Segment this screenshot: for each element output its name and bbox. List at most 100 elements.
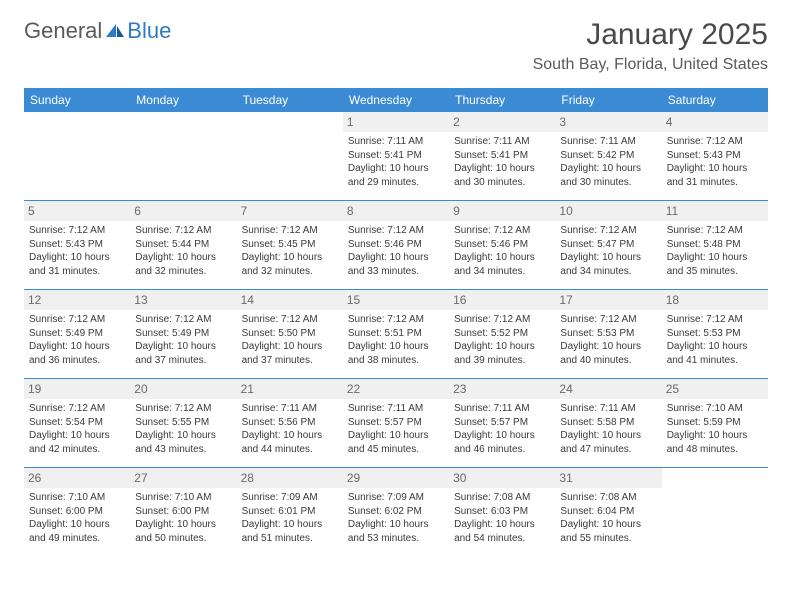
- day-info-line: Sunrise: 7:12 AM: [135, 402, 231, 416]
- day-info-line: and 43 minutes.: [135, 443, 231, 457]
- day-info-line: and 36 minutes.: [29, 354, 125, 368]
- day-info-line: Sunrise: 7:11 AM: [560, 402, 656, 416]
- day-info-line: Daylight: 10 hours: [242, 429, 338, 443]
- weekday-header-row: Sunday Monday Tuesday Wednesday Thursday…: [24, 88, 768, 112]
- day-info-line: Sunrise: 7:11 AM: [348, 135, 444, 149]
- day-info-line: Sunrise: 7:10 AM: [29, 491, 125, 505]
- day-number: 25: [662, 379, 768, 399]
- day-info-line: and 46 minutes.: [454, 443, 550, 457]
- day-info-line: and 30 minutes.: [560, 176, 656, 190]
- day-info-line: Daylight: 10 hours: [242, 251, 338, 265]
- day-cell: 18Sunrise: 7:12 AMSunset: 5:53 PMDayligh…: [662, 290, 768, 378]
- day-cell: 26Sunrise: 7:10 AMSunset: 6:00 PMDayligh…: [24, 468, 130, 556]
- day-info-line: and 38 minutes.: [348, 354, 444, 368]
- day-info-line: Daylight: 10 hours: [242, 518, 338, 532]
- day-number: 14: [237, 290, 343, 310]
- day-cell: 2Sunrise: 7:11 AMSunset: 5:41 PMDaylight…: [449, 112, 555, 200]
- day-number: 21: [237, 379, 343, 399]
- day-number: 24: [555, 379, 661, 399]
- day-cell: 17Sunrise: 7:12 AMSunset: 5:53 PMDayligh…: [555, 290, 661, 378]
- day-info-line: and 33 minutes.: [348, 265, 444, 279]
- day-info-line: Sunset: 5:59 PM: [667, 416, 763, 430]
- day-info-line: Daylight: 10 hours: [29, 429, 125, 443]
- day-info-line: Sunset: 5:45 PM: [242, 238, 338, 252]
- day-info-line: and 31 minutes.: [667, 176, 763, 190]
- day-info-line: Sunset: 5:48 PM: [667, 238, 763, 252]
- day-info-line: Sunset: 6:00 PM: [29, 505, 125, 519]
- day-number: [130, 112, 236, 132]
- day-info-line: and 41 minutes.: [667, 354, 763, 368]
- day-info-line: Sunrise: 7:12 AM: [348, 224, 444, 238]
- day-info-line: and 45 minutes.: [348, 443, 444, 457]
- day-info-line: and 48 minutes.: [667, 443, 763, 457]
- day-info-line: Daylight: 10 hours: [454, 518, 550, 532]
- day-info-line: Sunset: 5:43 PM: [667, 149, 763, 163]
- day-cell: 14Sunrise: 7:12 AMSunset: 5:50 PMDayligh…: [237, 290, 343, 378]
- day-number: 4: [662, 112, 768, 132]
- day-number: 10: [555, 201, 661, 221]
- day-info-line: Sunset: 5:49 PM: [29, 327, 125, 341]
- day-info-line: Sunset: 6:03 PM: [454, 505, 550, 519]
- day-info-line: Sunrise: 7:12 AM: [29, 224, 125, 238]
- day-info-line: Daylight: 10 hours: [29, 340, 125, 354]
- day-cell: [662, 468, 768, 556]
- day-cell: 4 Sunrise: 7:12 AMSunset: 5:43 PMDaylight…: [662, 112, 768, 200]
- day-cell: 10Sunrise: 7:12 AMSunset: 5:47 PMDayligh…: [555, 201, 661, 289]
- day-info-line: Sunset: 5:41 PM: [454, 149, 550, 163]
- day-info-line: Sunset: 5:46 PM: [454, 238, 550, 252]
- day-info-line: and 53 minutes.: [348, 532, 444, 546]
- day-info-line: and 55 minutes.: [560, 532, 656, 546]
- day-number: 15: [343, 290, 449, 310]
- day-info-line: Sunrise: 7:10 AM: [135, 491, 231, 505]
- day-number: 28: [237, 468, 343, 488]
- day-info-line: Daylight: 10 hours: [454, 340, 550, 354]
- day-number: [237, 112, 343, 132]
- day-info-line: Daylight: 10 hours: [560, 429, 656, 443]
- day-cell: 12Sunrise: 7:12 AMSunset: 5:49 PMDayligh…: [24, 290, 130, 378]
- logo: General Blue: [24, 18, 171, 44]
- day-number: 26: [24, 468, 130, 488]
- day-cell: 5Sunrise: 7:12 AMSunset: 5:43 PMDaylight…: [24, 201, 130, 289]
- day-info-line: Sunset: 6:01 PM: [242, 505, 338, 519]
- day-info-line: and 44 minutes.: [242, 443, 338, 457]
- day-info-line: Sunrise: 7:12 AM: [348, 313, 444, 327]
- weekday-header: Saturday: [662, 88, 768, 112]
- day-number: 7: [237, 201, 343, 221]
- weekday-header: Friday: [555, 88, 661, 112]
- day-info-line: and 34 minutes.: [560, 265, 656, 279]
- day-info-line: Sunset: 5:46 PM: [348, 238, 444, 252]
- day-info-line: Sunset: 5:56 PM: [242, 416, 338, 430]
- day-info-line: Daylight: 10 hours: [135, 251, 231, 265]
- page-header: General Blue January 2025 South Bay, Flo…: [0, 0, 792, 80]
- day-info-line: Sunrise: 7:08 AM: [454, 491, 550, 505]
- day-cell: 1Sunrise: 7:11 AMSunset: 5:41 PMDaylight…: [343, 112, 449, 200]
- day-cell: 19Sunrise: 7:12 AMSunset: 5:54 PMDayligh…: [24, 379, 130, 467]
- day-info-line: Sunrise: 7:12 AM: [454, 313, 550, 327]
- day-info-line: Daylight: 10 hours: [135, 340, 231, 354]
- day-info-line: Sunrise: 7:12 AM: [667, 135, 763, 149]
- day-number: 30: [449, 468, 555, 488]
- day-cell: 24Sunrise: 7:11 AMSunset: 5:58 PMDayligh…: [555, 379, 661, 467]
- day-info-line: Daylight: 10 hours: [667, 162, 763, 176]
- day-number: 29: [343, 468, 449, 488]
- day-info-line: Sunset: 5:41 PM: [348, 149, 444, 163]
- day-info-line: Daylight: 10 hours: [135, 429, 231, 443]
- location-text: South Bay, Florida, United States: [533, 56, 768, 74]
- day-info-line: and 37 minutes.: [135, 354, 231, 368]
- day-info-line: and 32 minutes.: [242, 265, 338, 279]
- day-info-line: and 35 minutes.: [667, 265, 763, 279]
- day-number: 19: [24, 379, 130, 399]
- day-info-line: Daylight: 10 hours: [348, 251, 444, 265]
- day-info-line: Sunrise: 7:12 AM: [560, 313, 656, 327]
- day-info-line: Sunset: 5:51 PM: [348, 327, 444, 341]
- day-info-line: Sunset: 5:53 PM: [667, 327, 763, 341]
- day-info-line: Sunrise: 7:11 AM: [560, 135, 656, 149]
- day-info-line: Sunset: 6:04 PM: [560, 505, 656, 519]
- day-info-line: and 49 minutes.: [29, 532, 125, 546]
- day-info-line: and 30 minutes.: [454, 176, 550, 190]
- day-number: 5: [24, 201, 130, 221]
- day-number: 3: [555, 112, 661, 132]
- day-number: 8: [343, 201, 449, 221]
- day-info-line: Sunrise: 7:12 AM: [667, 313, 763, 327]
- day-info-line: Sunrise: 7:11 AM: [454, 402, 550, 416]
